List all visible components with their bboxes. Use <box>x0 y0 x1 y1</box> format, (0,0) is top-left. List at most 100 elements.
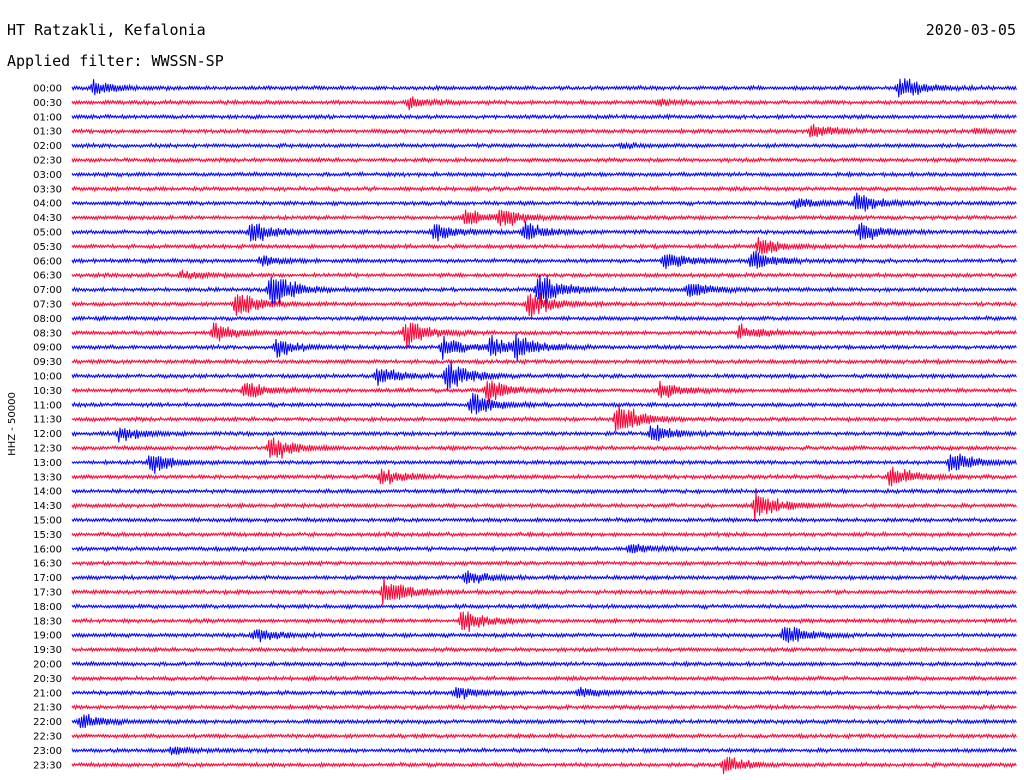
time-label: 18:30 <box>33 616 62 627</box>
trace-line <box>71 78 1017 98</box>
time-label: 21:30 <box>33 703 62 714</box>
trace-line <box>71 269 1017 280</box>
time-label: 23:30 <box>33 760 62 771</box>
trace-line <box>71 221 1017 242</box>
trace-line <box>71 626 1017 643</box>
time-label: 20:00 <box>33 660 62 671</box>
trace-line <box>71 611 1017 633</box>
time-label: 04:30 <box>33 213 62 224</box>
time-label: 11:00 <box>33 400 62 411</box>
time-label: 09:30 <box>33 357 62 368</box>
trace-line <box>71 453 1017 474</box>
time-label: 10:00 <box>33 372 62 383</box>
time-label: 15:00 <box>33 516 62 527</box>
trace-line <box>71 250 1017 270</box>
trace-line <box>71 113 1017 121</box>
time-label: 13:00 <box>33 458 62 469</box>
time-label: 09:00 <box>33 343 62 354</box>
trace-line <box>71 380 1017 403</box>
trace-line <box>71 96 1017 111</box>
seismic-traces <box>71 78 1017 775</box>
trace-line <box>71 185 1017 193</box>
trace-line <box>71 292 1017 319</box>
time-label: 07:30 <box>33 300 62 311</box>
station-title: HT Ratzakli, Kefalonia <box>7 21 206 39</box>
trace-line <box>71 209 1017 227</box>
trace-line <box>71 703 1017 712</box>
time-label: 04:00 <box>33 199 62 210</box>
time-label: 12:00 <box>33 429 62 440</box>
trace-line <box>71 361 1017 390</box>
trace-line <box>71 403 1017 432</box>
trace-line <box>71 314 1017 322</box>
trace-line <box>71 645 1017 654</box>
time-label: 23:00 <box>33 746 62 757</box>
trace-line <box>71 686 1017 700</box>
time-label: 17:00 <box>33 573 62 584</box>
trace-line <box>71 543 1017 554</box>
trace-line <box>71 602 1017 611</box>
time-label: 14:00 <box>33 487 62 498</box>
time-label: 16:30 <box>33 559 62 570</box>
trace-line <box>71 170 1017 179</box>
trace-line <box>71 275 1017 308</box>
time-label: 11:30 <box>33 415 62 426</box>
trace-line <box>71 322 1017 348</box>
channel-axis-label: HHZ - 50000 <box>7 392 18 456</box>
time-label: 19:00 <box>33 631 62 642</box>
time-tick-labels: 00:00 00:30 01:00 01:30 02:00 02:30 03:00 03:30… <box>33 84 62 772</box>
trace-line <box>71 466 1017 487</box>
trace-line <box>71 491 1017 521</box>
time-label: 02:30 <box>33 156 62 167</box>
trace-line <box>71 487 1017 495</box>
time-label: 00:30 <box>33 98 62 109</box>
trace-line <box>71 732 1017 740</box>
time-label: 05:30 <box>33 242 62 253</box>
time-label: 01:00 <box>33 112 62 123</box>
time-label: 20:30 <box>33 674 62 685</box>
time-label: 01:30 <box>33 127 62 138</box>
time-label: 02:00 <box>33 141 62 152</box>
trace-line <box>71 392 1017 415</box>
trace-line <box>71 192 1017 212</box>
time-label: 19:30 <box>33 645 62 656</box>
time-label: 21:00 <box>33 688 62 699</box>
time-label: 13:30 <box>33 472 62 483</box>
time-label: 15:30 <box>33 530 62 541</box>
trace-line <box>71 357 1017 366</box>
trace-line <box>71 714 1017 729</box>
time-label: 07:00 <box>33 285 62 296</box>
trace-line <box>71 333 1017 362</box>
trace-line <box>71 530 1017 539</box>
time-label: 06:30 <box>33 271 62 282</box>
trace-line <box>71 156 1017 164</box>
trace-line <box>71 674 1017 683</box>
trace-line <box>71 124 1017 138</box>
time-label: 03:30 <box>33 184 62 195</box>
trace-line <box>71 437 1017 459</box>
trace-line <box>71 424 1017 443</box>
trace-line <box>71 756 1017 775</box>
applied-filter-label: Applied filter: WWSSN-SP <box>7 52 224 70</box>
time-label: 18:00 <box>33 602 62 613</box>
time-label: 22:00 <box>33 717 62 728</box>
trace-line <box>71 237 1017 255</box>
time-label: 08:30 <box>33 328 62 339</box>
time-label: 00:00 <box>33 84 62 95</box>
time-label: 05:00 <box>33 228 62 239</box>
time-label: 22:30 <box>33 732 62 743</box>
trace-line <box>71 559 1017 567</box>
time-label: 12:30 <box>33 444 62 455</box>
time-label: 14:30 <box>33 501 62 512</box>
trace-line <box>71 516 1017 524</box>
trace-line <box>71 570 1017 585</box>
trace-line <box>71 141 1017 150</box>
recording-date: 2020-03-05 <box>926 21 1016 39</box>
trace-line <box>71 745 1017 756</box>
trace-line <box>71 576 1017 605</box>
time-label: 17:30 <box>33 588 62 599</box>
time-label: 10:30 <box>33 386 62 397</box>
time-label: 06:00 <box>33 256 62 267</box>
trace-line <box>71 660 1017 668</box>
